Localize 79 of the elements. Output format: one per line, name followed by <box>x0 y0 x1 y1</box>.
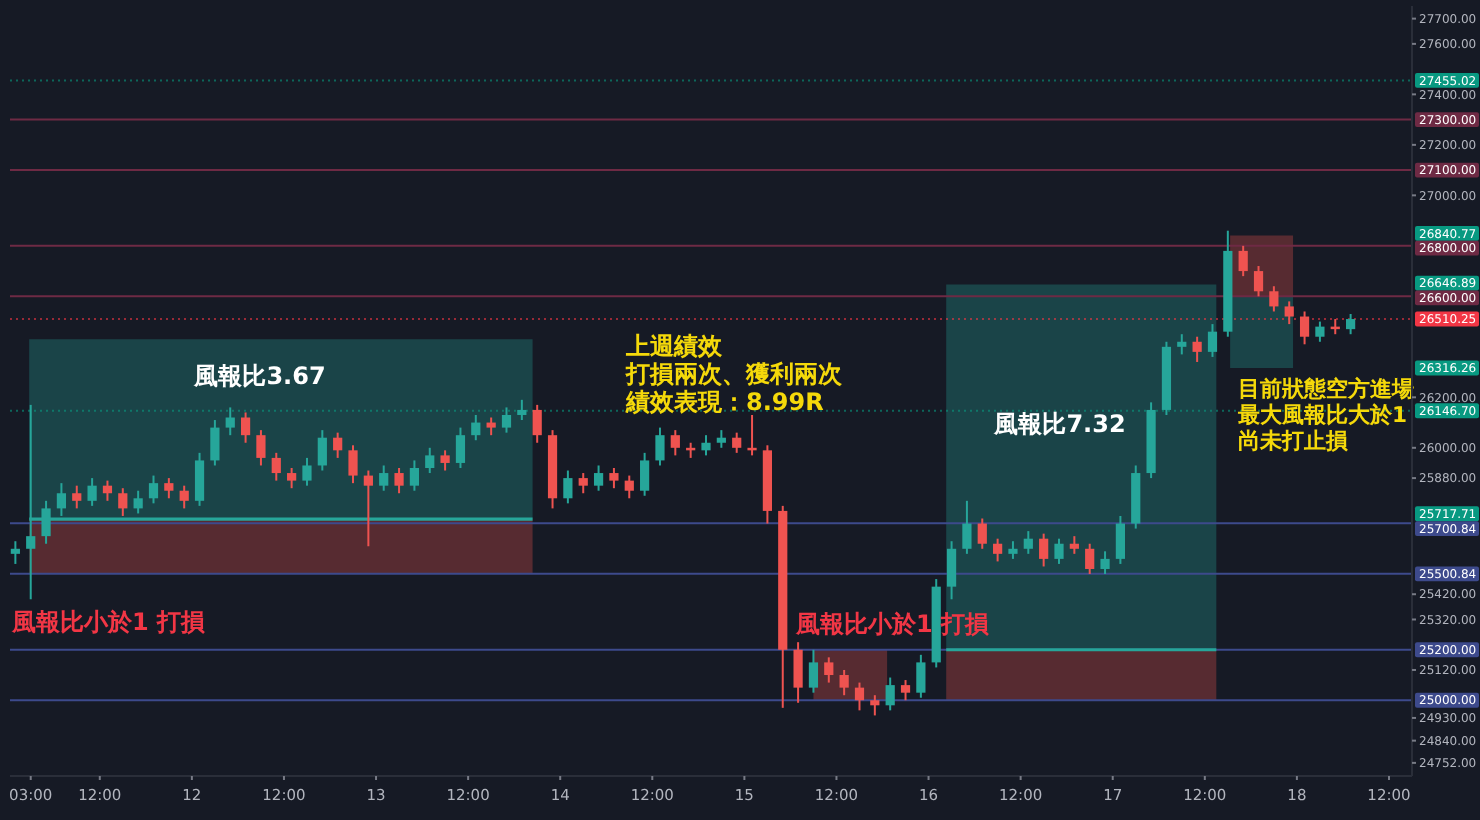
candlestick <box>287 467 297 490</box>
candlestick <box>993 537 1003 563</box>
candlestick <box>425 446 435 475</box>
candlestick <box>808 648 819 694</box>
candlestick <box>394 467 404 495</box>
candlestick <box>578 472 588 495</box>
candlestick <box>10 540 20 565</box>
candlestick <box>1299 310 1310 346</box>
candlestick <box>1346 313 1356 336</box>
candlestick <box>240 411 251 444</box>
candlestick <box>900 679 911 702</box>
candlestick <box>793 641 803 704</box>
candlestick <box>501 406 512 434</box>
candlestick <box>1054 537 1064 565</box>
candlestick <box>317 429 327 472</box>
candlestick <box>824 656 834 684</box>
candlestick <box>532 403 542 444</box>
candlestick <box>593 464 604 492</box>
candlestick <box>1100 550 1110 576</box>
candlestick <box>885 676 895 712</box>
candlestick <box>256 429 266 467</box>
candlestick <box>1207 323 1218 358</box>
candlestick <box>977 517 987 550</box>
annotation: 風報比7.32 <box>992 410 1126 438</box>
candlestick <box>1023 530 1033 555</box>
candlestick <box>409 459 420 492</box>
candlestick <box>946 540 957 601</box>
annotation: 風報比小於1 打損 <box>10 608 206 636</box>
candlestick <box>1315 320 1325 343</box>
candlestick <box>1039 532 1049 568</box>
candlestick <box>179 484 189 510</box>
candlestick <box>471 413 481 442</box>
candlestick <box>670 429 680 457</box>
candlestick <box>194 451 205 507</box>
candlestick <box>333 431 343 459</box>
candlestick <box>1115 514 1125 565</box>
candlestick <box>455 426 466 469</box>
annotation: 風報比3.67 <box>192 362 326 390</box>
candlestick <box>118 487 128 517</box>
candlestick <box>363 469 373 548</box>
candlestick <box>1269 285 1279 313</box>
annotation: 最大風報比大於1 <box>1236 402 1408 428</box>
candlestick <box>164 477 174 500</box>
candlestick <box>210 419 220 467</box>
annotation: 風報比小於1 打損 <box>794 610 990 638</box>
candlestick <box>701 434 711 457</box>
candlestick <box>348 444 358 485</box>
candlestick <box>640 451 650 497</box>
annotation: 尚未打止損 <box>1238 428 1348 454</box>
candlestick <box>1238 244 1248 278</box>
candlestick <box>133 489 143 515</box>
candlestick <box>854 681 865 712</box>
candlestick <box>102 479 113 502</box>
candlestick <box>517 398 527 422</box>
candlestick <box>870 694 880 717</box>
annotation: 績效表現：8.99R <box>624 388 824 416</box>
candlestick <box>1177 333 1187 356</box>
candlestick <box>1253 265 1264 298</box>
candlestick <box>655 426 665 467</box>
candlestick <box>1085 542 1095 576</box>
candlestick <box>271 451 281 482</box>
candlestick <box>302 456 312 487</box>
candlestick <box>1284 300 1294 326</box>
candlestick <box>148 474 159 505</box>
annotation: 打損兩次、獲利兩次 <box>624 360 844 388</box>
candlestick <box>732 431 742 454</box>
candlestick <box>440 449 450 472</box>
candlestick <box>624 474 634 500</box>
candlestick <box>87 477 97 507</box>
candlestick <box>609 467 619 490</box>
candlestick <box>379 464 389 492</box>
candlestick <box>916 653 926 699</box>
candlestick <box>1192 335 1202 363</box>
candlestick <box>563 469 573 505</box>
candlestick <box>72 484 82 510</box>
annotation: 上週績效 <box>624 332 724 360</box>
candlestick <box>839 668 849 697</box>
candlestick <box>962 499 972 555</box>
candlestick <box>225 406 235 437</box>
